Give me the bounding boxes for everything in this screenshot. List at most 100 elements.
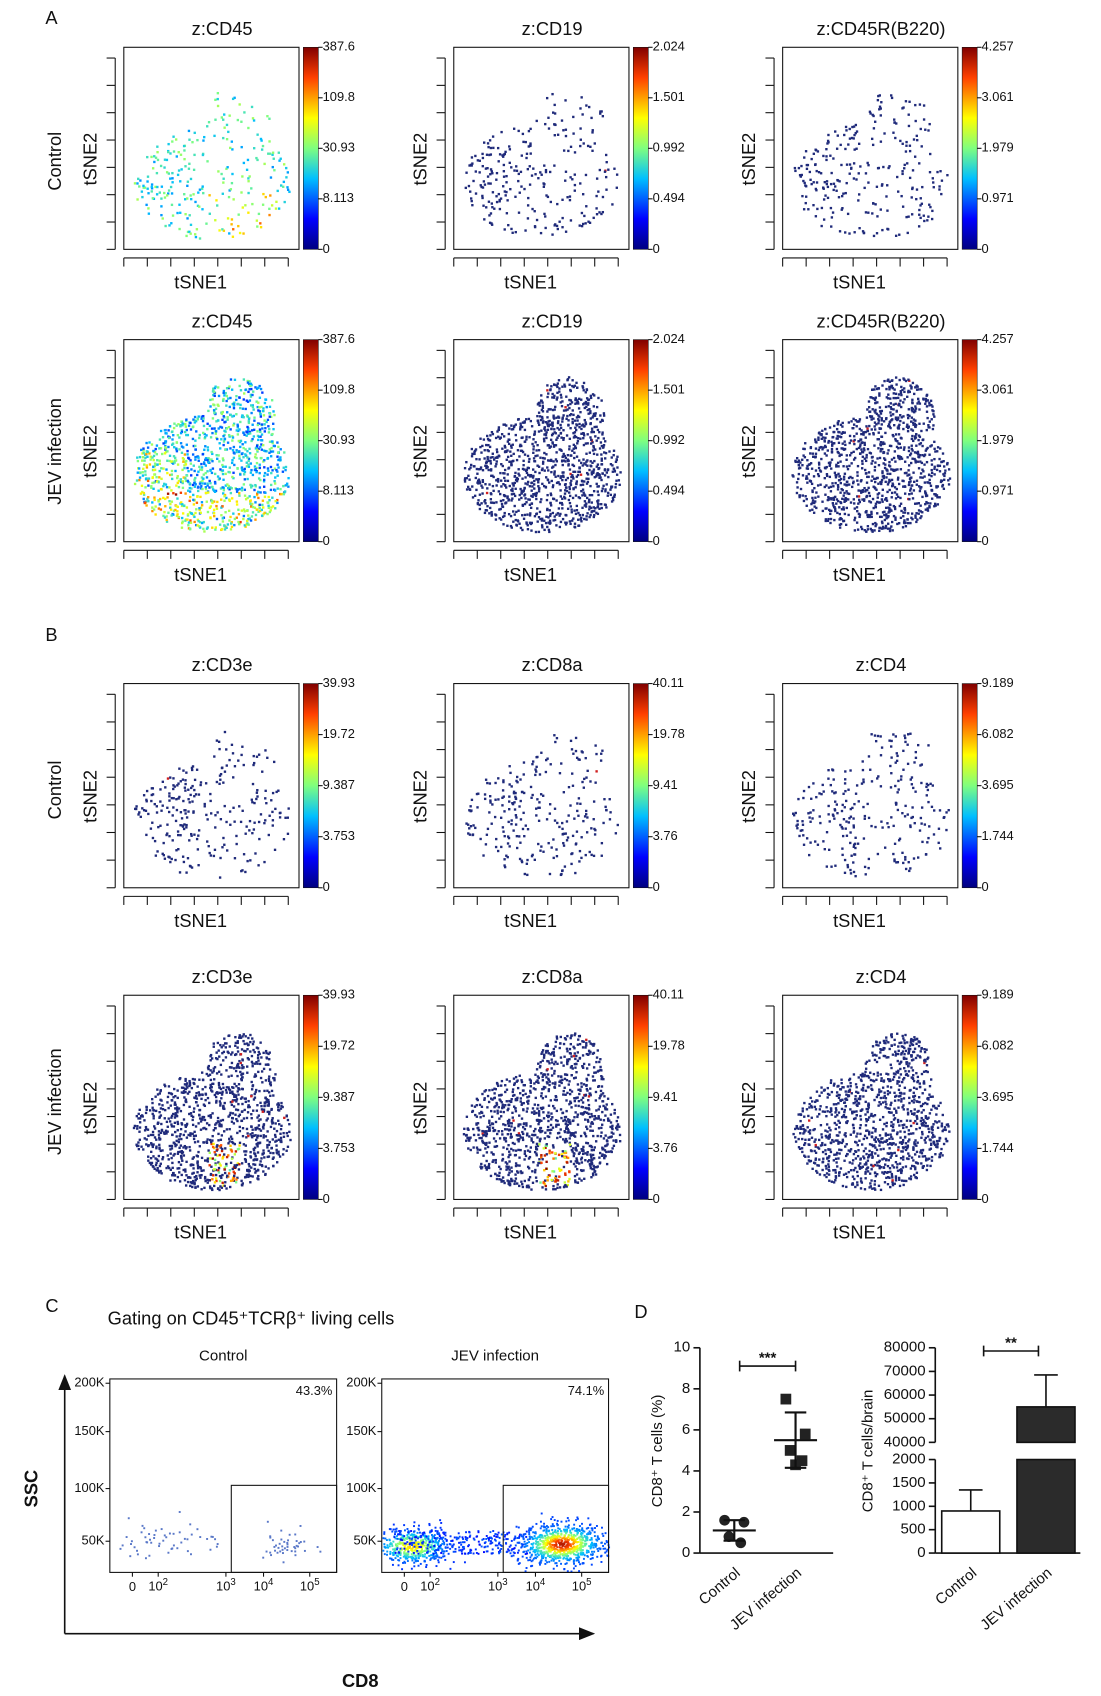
cell bbox=[479, 445, 482, 449]
cell bbox=[895, 445, 899, 449]
cell bbox=[232, 424, 235, 427]
cell bbox=[197, 489, 200, 493]
cell bbox=[939, 847, 942, 850]
cell bbox=[612, 453, 615, 457]
cell bbox=[883, 466, 887, 470]
cell bbox=[239, 420, 242, 424]
cell bbox=[151, 197, 155, 200]
cell bbox=[229, 528, 233, 531]
cell bbox=[203, 482, 207, 485]
cell bbox=[613, 469, 616, 473]
cell bbox=[187, 424, 191, 427]
cell bbox=[223, 804, 226, 808]
cell bbox=[834, 473, 837, 477]
cell bbox=[180, 445, 184, 448]
cell bbox=[910, 516, 913, 520]
cell bbox=[214, 814, 217, 817]
cell bbox=[907, 469, 910, 472]
cell bbox=[925, 500, 928, 504]
cell bbox=[535, 770, 538, 773]
cell bbox=[253, 801, 256, 805]
colorbar-label: 0.971 bbox=[981, 190, 1013, 205]
cell bbox=[811, 455, 815, 458]
cell bbox=[229, 428, 232, 431]
cell bbox=[175, 441, 179, 444]
cell bbox=[537, 465, 541, 468]
cell bbox=[928, 420, 931, 423]
cell bbox=[255, 456, 258, 460]
cell bbox=[604, 175, 608, 179]
cell bbox=[585, 515, 588, 518]
cell bbox=[592, 470, 595, 474]
cell bbox=[893, 121, 896, 124]
cell bbox=[145, 464, 148, 467]
cell bbox=[600, 212, 603, 216]
cell bbox=[843, 871, 847, 875]
cell bbox=[226, 418, 229, 421]
cell bbox=[178, 227, 181, 231]
cell bbox=[167, 150, 170, 154]
cell bbox=[880, 482, 883, 486]
cell bbox=[582, 434, 586, 437]
cell bbox=[552, 465, 555, 468]
cell bbox=[519, 424, 523, 428]
cell bbox=[838, 523, 842, 526]
cell bbox=[231, 752, 235, 755]
cell bbox=[271, 469, 274, 472]
cell bbox=[553, 134, 556, 137]
cell bbox=[271, 824, 274, 827]
cell bbox=[930, 497, 934, 500]
cell bbox=[484, 167, 488, 170]
cell bbox=[870, 733, 873, 736]
cell bbox=[487, 145, 490, 149]
cell bbox=[550, 479, 553, 483]
cell bbox=[586, 769, 589, 773]
cell bbox=[591, 461, 594, 464]
cell bbox=[835, 427, 839, 431]
cell bbox=[609, 811, 612, 814]
cell bbox=[595, 417, 599, 421]
cell bbox=[608, 450, 611, 453]
cell bbox=[548, 872, 552, 876]
colorbar-label: 387.6 bbox=[323, 39, 355, 54]
cell bbox=[585, 831, 589, 834]
cell bbox=[486, 457, 489, 461]
cell bbox=[180, 430, 184, 434]
cell bbox=[864, 459, 868, 463]
cell bbox=[509, 444, 513, 447]
cell bbox=[187, 527, 191, 530]
cell bbox=[581, 113, 584, 116]
cell bbox=[921, 840, 924, 844]
cell bbox=[858, 440, 861, 443]
cell bbox=[167, 435, 170, 438]
cell bbox=[901, 170, 904, 173]
cell bbox=[529, 152, 532, 155]
cell bbox=[863, 486, 866, 490]
cell bbox=[546, 466, 549, 469]
cell bbox=[176, 830, 180, 833]
cell bbox=[907, 378, 910, 381]
cell bbox=[947, 483, 951, 486]
cell bbox=[513, 513, 516, 516]
cell bbox=[560, 449, 563, 452]
cell bbox=[246, 522, 249, 525]
cell bbox=[592, 444, 595, 448]
cell bbox=[211, 467, 215, 470]
cell bbox=[548, 519, 552, 522]
cell bbox=[926, 481, 929, 484]
cell bbox=[919, 388, 923, 391]
x-axis-label: tSNE1 bbox=[833, 564, 886, 585]
cell bbox=[938, 464, 942, 467]
cell bbox=[931, 409, 934, 412]
cell bbox=[538, 404, 541, 407]
cell bbox=[886, 472, 889, 475]
cell bbox=[171, 181, 174, 184]
cell bbox=[893, 388, 896, 391]
cell bbox=[836, 423, 840, 426]
cell bbox=[163, 516, 167, 519]
cell bbox=[264, 819, 267, 822]
cell bbox=[589, 780, 592, 783]
cell bbox=[542, 850, 545, 853]
cell bbox=[553, 518, 557, 522]
cell bbox=[214, 98, 217, 102]
